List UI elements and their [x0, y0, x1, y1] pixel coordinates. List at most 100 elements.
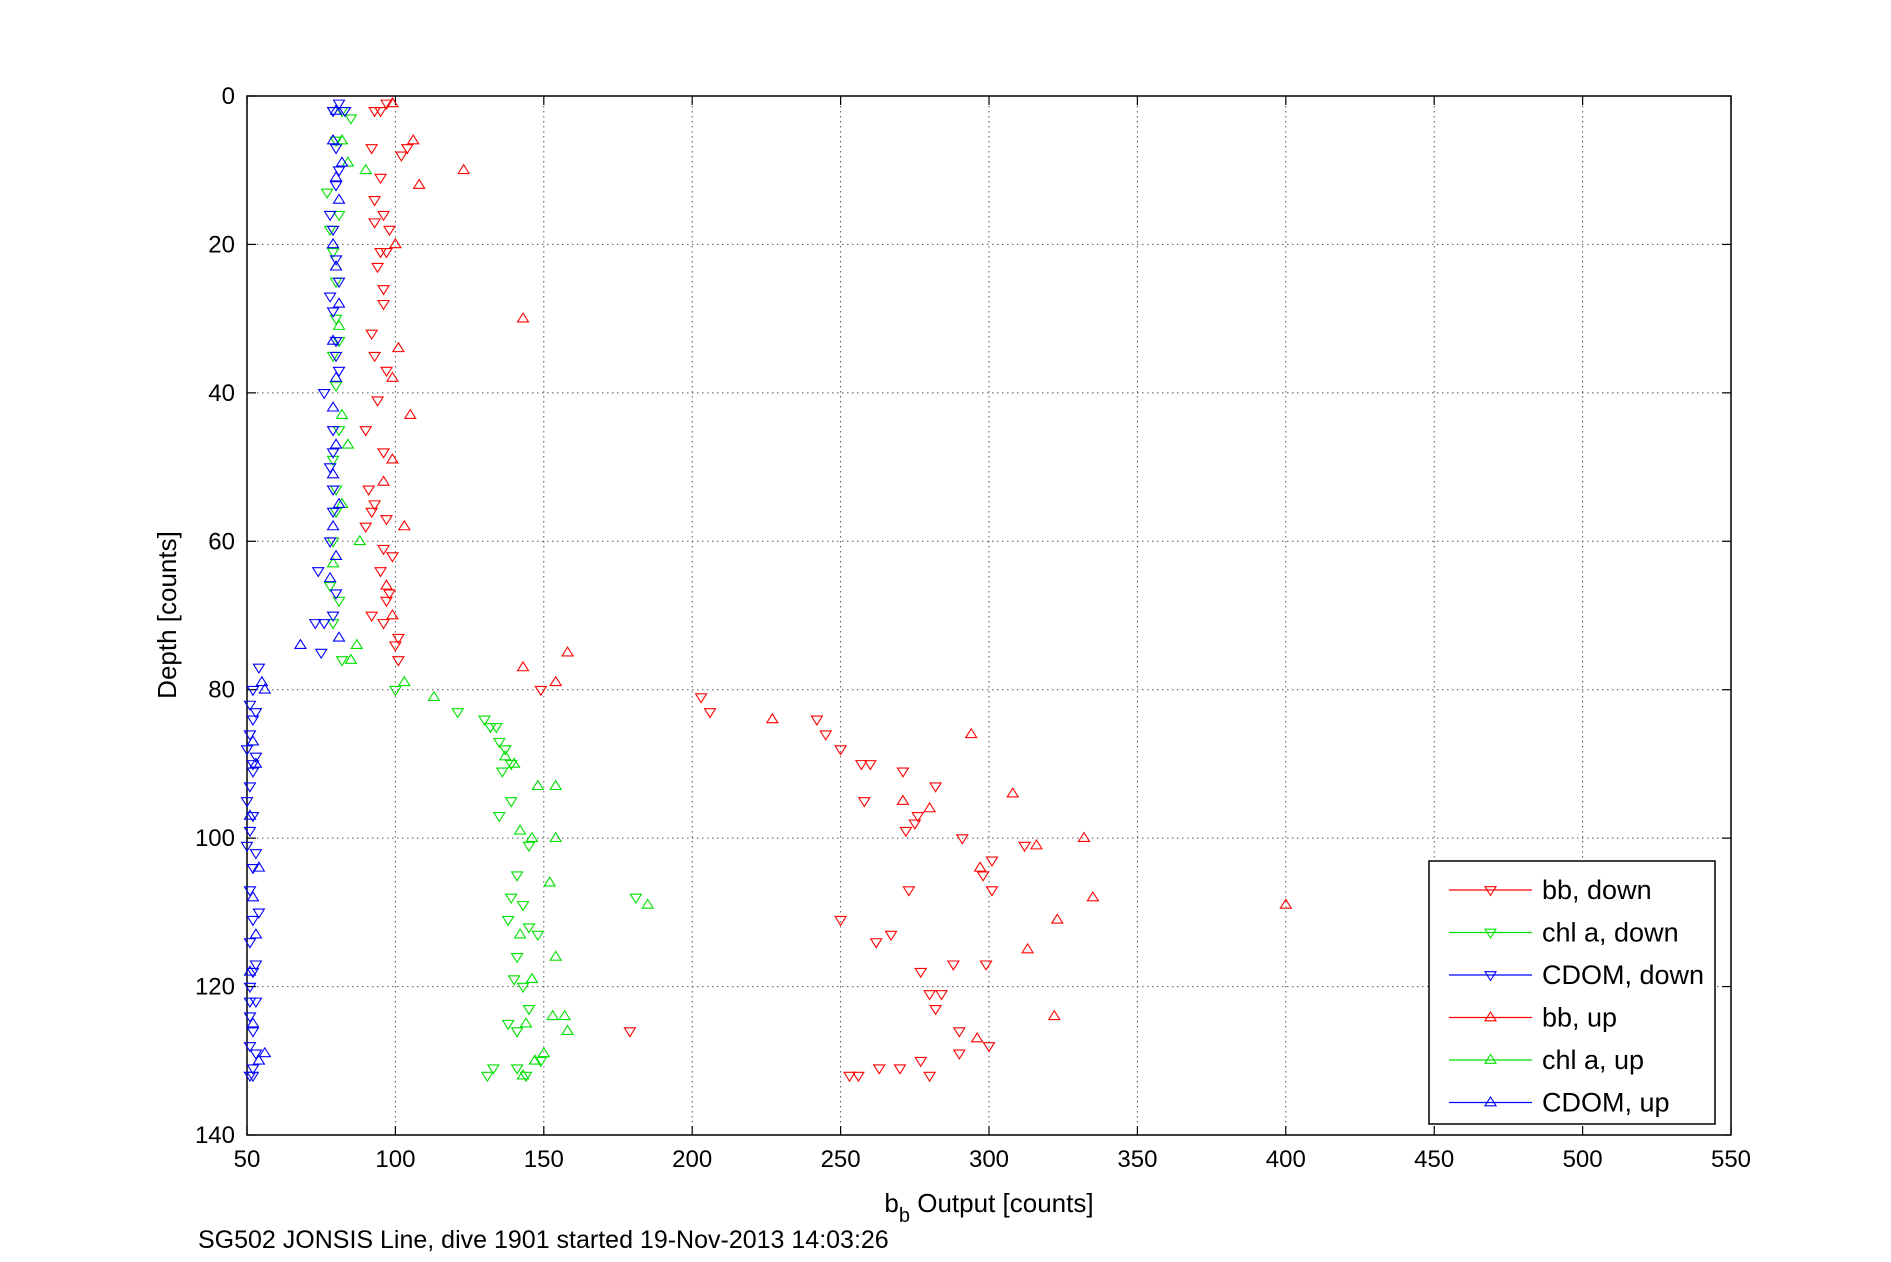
- data-point: [923, 990, 937, 1001]
- data-point: [377, 619, 391, 630]
- data-point: [326, 448, 340, 459]
- data-point: [970, 1031, 984, 1043]
- data-point: [326, 467, 340, 479]
- y-tick-label: 60: [208, 528, 235, 555]
- data-point: [400, 144, 414, 155]
- data-point: [243, 700, 257, 712]
- data-point: [480, 1071, 494, 1083]
- data-point: [522, 923, 536, 934]
- data-point: [486, 1064, 500, 1075]
- data-point: [510, 1064, 524, 1075]
- data-point: [332, 319, 346, 330]
- data-point: [501, 1019, 515, 1031]
- data-point: [380, 248, 393, 259]
- data-point: [504, 760, 518, 771]
- data-point: [368, 351, 382, 363]
- series-3: [377, 96, 1293, 1043]
- data-point: [623, 1027, 637, 1038]
- data-point: [525, 972, 539, 983]
- data-point: [451, 708, 465, 719]
- data-point: [252, 861, 266, 872]
- legend-label: CDOM, down: [1542, 960, 1704, 990]
- data-point: [385, 371, 399, 382]
- series-5: [243, 104, 349, 1065]
- data-point: [483, 722, 497, 734]
- data-point: [332, 210, 346, 222]
- data-point: [964, 727, 978, 739]
- data-point: [332, 366, 346, 378]
- data-point: [629, 893, 643, 905]
- data-point: [385, 453, 399, 464]
- data-point: [641, 898, 655, 909]
- x-tick-label: 450: [1414, 1146, 1454, 1173]
- data-point: [329, 371, 343, 382]
- data-point: [243, 730, 257, 741]
- data-point: [854, 760, 868, 771]
- data-point: [857, 797, 871, 808]
- data-point: [923, 801, 937, 813]
- data-point: [323, 581, 337, 593]
- data-point: [323, 571, 337, 583]
- data-point: [982, 1042, 996, 1053]
- legend-marker: [1484, 1053, 1497, 1064]
- data-point: [249, 960, 263, 971]
- data-point: [510, 871, 524, 882]
- data-point: [326, 106, 340, 118]
- data-point: [368, 196, 382, 207]
- data-point: [561, 646, 575, 657]
- data-point: [341, 438, 355, 449]
- data-point: [335, 656, 349, 667]
- data-point: [311, 567, 325, 578]
- data-point: [246, 1064, 260, 1075]
- data-point: [525, 831, 539, 842]
- data-point: [332, 166, 346, 177]
- x-tick-label: 350: [1117, 1146, 1157, 1173]
- data-point: [326, 133, 340, 145]
- data-point: [371, 396, 385, 407]
- data-point: [326, 334, 340, 345]
- data-point: [513, 928, 527, 939]
- data-point: [344, 653, 358, 664]
- data-point: [549, 831, 563, 842]
- data-point: [329, 351, 343, 363]
- data-point: [326, 237, 340, 249]
- y-tick-label: 40: [208, 380, 235, 407]
- data-point: [391, 633, 405, 645]
- data-point: [329, 337, 343, 348]
- data-point: [329, 255, 343, 266]
- data-point: [510, 953, 524, 964]
- data-point: [258, 683, 272, 694]
- data-point: [498, 749, 512, 761]
- data-point: [504, 797, 518, 808]
- data-point: [1279, 898, 1293, 909]
- legend-item: bb, up: [1449, 1003, 1617, 1033]
- data-point: [385, 552, 399, 563]
- data-point: [326, 307, 340, 318]
- data-point: [368, 218, 382, 229]
- data-point: [344, 114, 358, 125]
- data-point: [976, 871, 990, 882]
- data-point: [863, 760, 877, 771]
- data-point: [834, 745, 848, 756]
- data-point: [243, 1042, 257, 1053]
- data-point: [1086, 890, 1100, 902]
- data-point: [522, 841, 536, 853]
- data-point: [899, 826, 913, 838]
- data-point: [869, 938, 883, 949]
- chart-footer-caption: SG502 JONSIS Line, dive 1901 started 19-…: [198, 1226, 889, 1254]
- data-point: [843, 1071, 856, 1083]
- data-point: [694, 693, 708, 704]
- data-point: [326, 426, 340, 437]
- data-point: [246, 735, 260, 746]
- data-point: [872, 1064, 886, 1075]
- data-point: [258, 1046, 272, 1058]
- data-point: [1050, 913, 1064, 924]
- y-tick-label: 140: [195, 1122, 235, 1149]
- data-point: [477, 715, 491, 726]
- data-point: [365, 507, 379, 519]
- data-point: [406, 133, 420, 145]
- legend-marker: [1484, 971, 1497, 982]
- data-point: [353, 534, 367, 546]
- data-point: [985, 856, 999, 867]
- data-point: [1006, 787, 1020, 798]
